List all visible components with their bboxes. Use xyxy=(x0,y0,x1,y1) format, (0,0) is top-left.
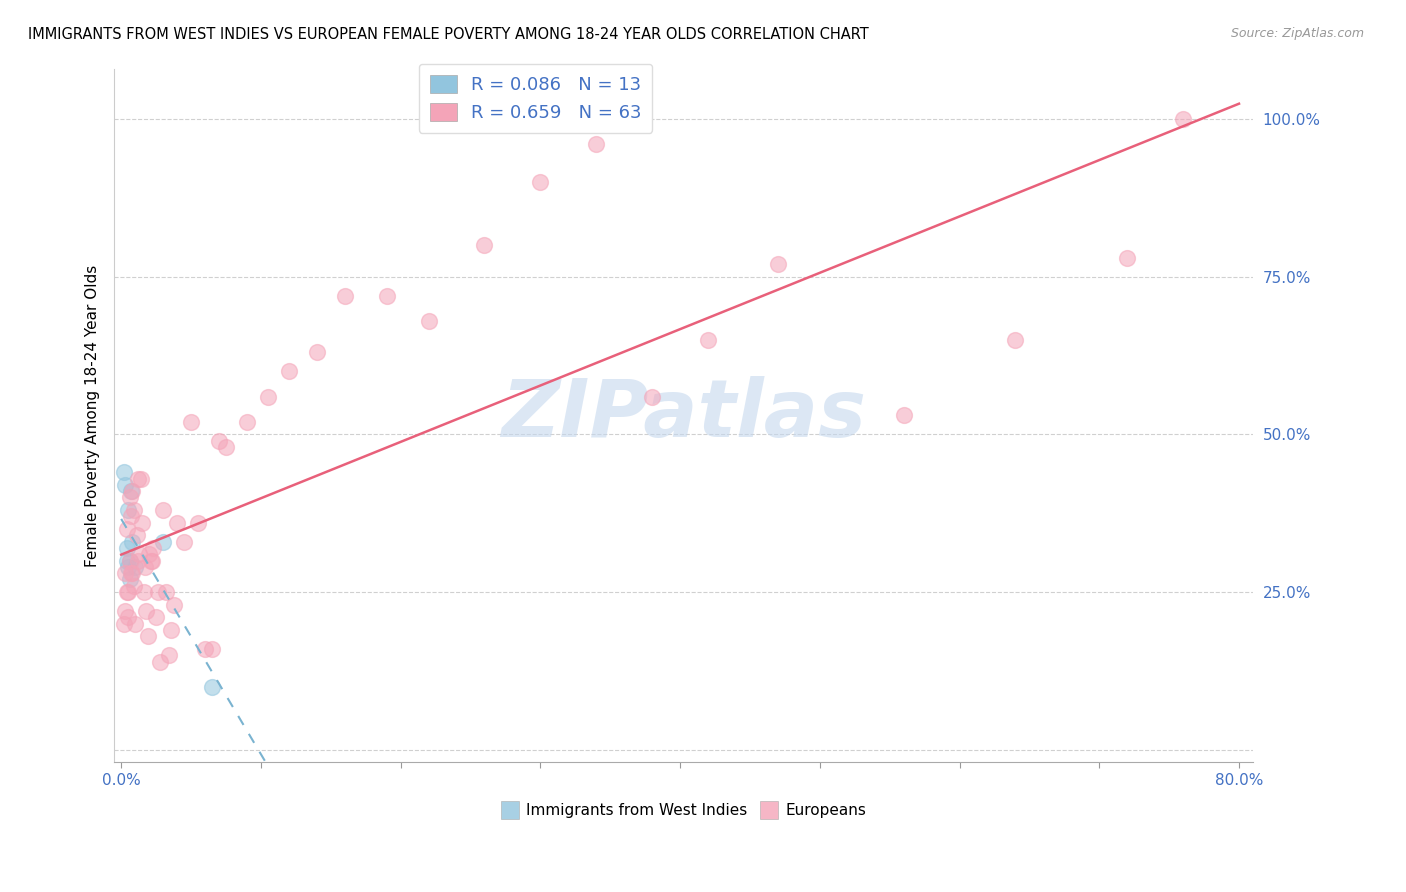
Point xyxy=(120,509,142,524)
Point xyxy=(152,534,174,549)
Point xyxy=(201,680,224,694)
Point xyxy=(114,566,136,581)
Point xyxy=(215,440,238,454)
Point xyxy=(114,478,136,492)
Point xyxy=(127,553,149,567)
Point xyxy=(122,503,145,517)
Point xyxy=(112,616,135,631)
Point xyxy=(112,465,135,479)
Point xyxy=(118,573,141,587)
Point xyxy=(641,390,664,404)
Point xyxy=(155,585,177,599)
Point xyxy=(114,604,136,618)
Point xyxy=(115,585,138,599)
Point xyxy=(418,314,440,328)
Point xyxy=(277,364,299,378)
Point xyxy=(124,560,146,574)
Point xyxy=(118,553,141,567)
Point xyxy=(141,553,163,567)
Point xyxy=(1004,333,1026,347)
Point xyxy=(120,566,142,581)
Point xyxy=(121,566,143,581)
Text: Source: ZipAtlas.com: Source: ZipAtlas.com xyxy=(1230,27,1364,40)
Point xyxy=(117,503,139,517)
Point xyxy=(136,629,159,643)
Point xyxy=(766,257,789,271)
Point xyxy=(201,641,224,656)
Text: ZIPatlas: ZIPatlas xyxy=(501,376,866,455)
Legend: Immigrants from West Indies, Europeans: Immigrants from West Indies, Europeans xyxy=(495,797,873,824)
Point xyxy=(305,345,328,359)
Point xyxy=(893,409,915,423)
Point xyxy=(585,137,607,152)
Point xyxy=(121,534,143,549)
Point xyxy=(208,434,231,448)
Point xyxy=(131,516,153,530)
Point xyxy=(157,648,180,663)
Text: IMMIGRANTS FROM WEST INDIES VS EUROPEAN FEMALE POVERTY AMONG 18-24 YEAR OLDS COR: IMMIGRANTS FROM WEST INDIES VS EUROPEAN … xyxy=(28,27,869,42)
Point xyxy=(121,484,143,499)
Point xyxy=(257,390,280,404)
Point xyxy=(118,553,141,567)
Point xyxy=(125,528,148,542)
Point xyxy=(152,503,174,517)
Point xyxy=(117,560,139,574)
Point xyxy=(163,598,186,612)
Point xyxy=(115,522,138,536)
Point xyxy=(128,547,150,561)
Point xyxy=(375,288,398,302)
Point xyxy=(129,472,152,486)
Point xyxy=(166,516,188,530)
Y-axis label: Female Poverty Among 18-24 Year Olds: Female Poverty Among 18-24 Year Olds xyxy=(86,264,100,566)
Point xyxy=(139,553,162,567)
Point xyxy=(149,655,172,669)
Point xyxy=(118,491,141,505)
Point xyxy=(145,610,167,624)
Point xyxy=(142,541,165,555)
Point xyxy=(697,333,720,347)
Point xyxy=(236,415,259,429)
Point xyxy=(134,560,156,574)
Point xyxy=(115,541,138,555)
Point xyxy=(1171,112,1194,126)
Point xyxy=(122,579,145,593)
Point xyxy=(138,547,160,561)
Point xyxy=(1116,251,1139,265)
Point xyxy=(529,175,551,189)
Point xyxy=(173,534,195,549)
Point xyxy=(115,553,138,567)
Point xyxy=(333,288,356,302)
Point xyxy=(117,610,139,624)
Point xyxy=(120,484,142,499)
Point xyxy=(117,585,139,599)
Point xyxy=(180,415,202,429)
Point xyxy=(474,238,496,252)
Point xyxy=(194,641,217,656)
Point xyxy=(127,472,149,486)
Point xyxy=(124,616,146,631)
Point xyxy=(135,604,157,618)
Point xyxy=(146,585,169,599)
Point xyxy=(187,516,209,530)
Point xyxy=(160,623,183,637)
Point xyxy=(132,585,155,599)
